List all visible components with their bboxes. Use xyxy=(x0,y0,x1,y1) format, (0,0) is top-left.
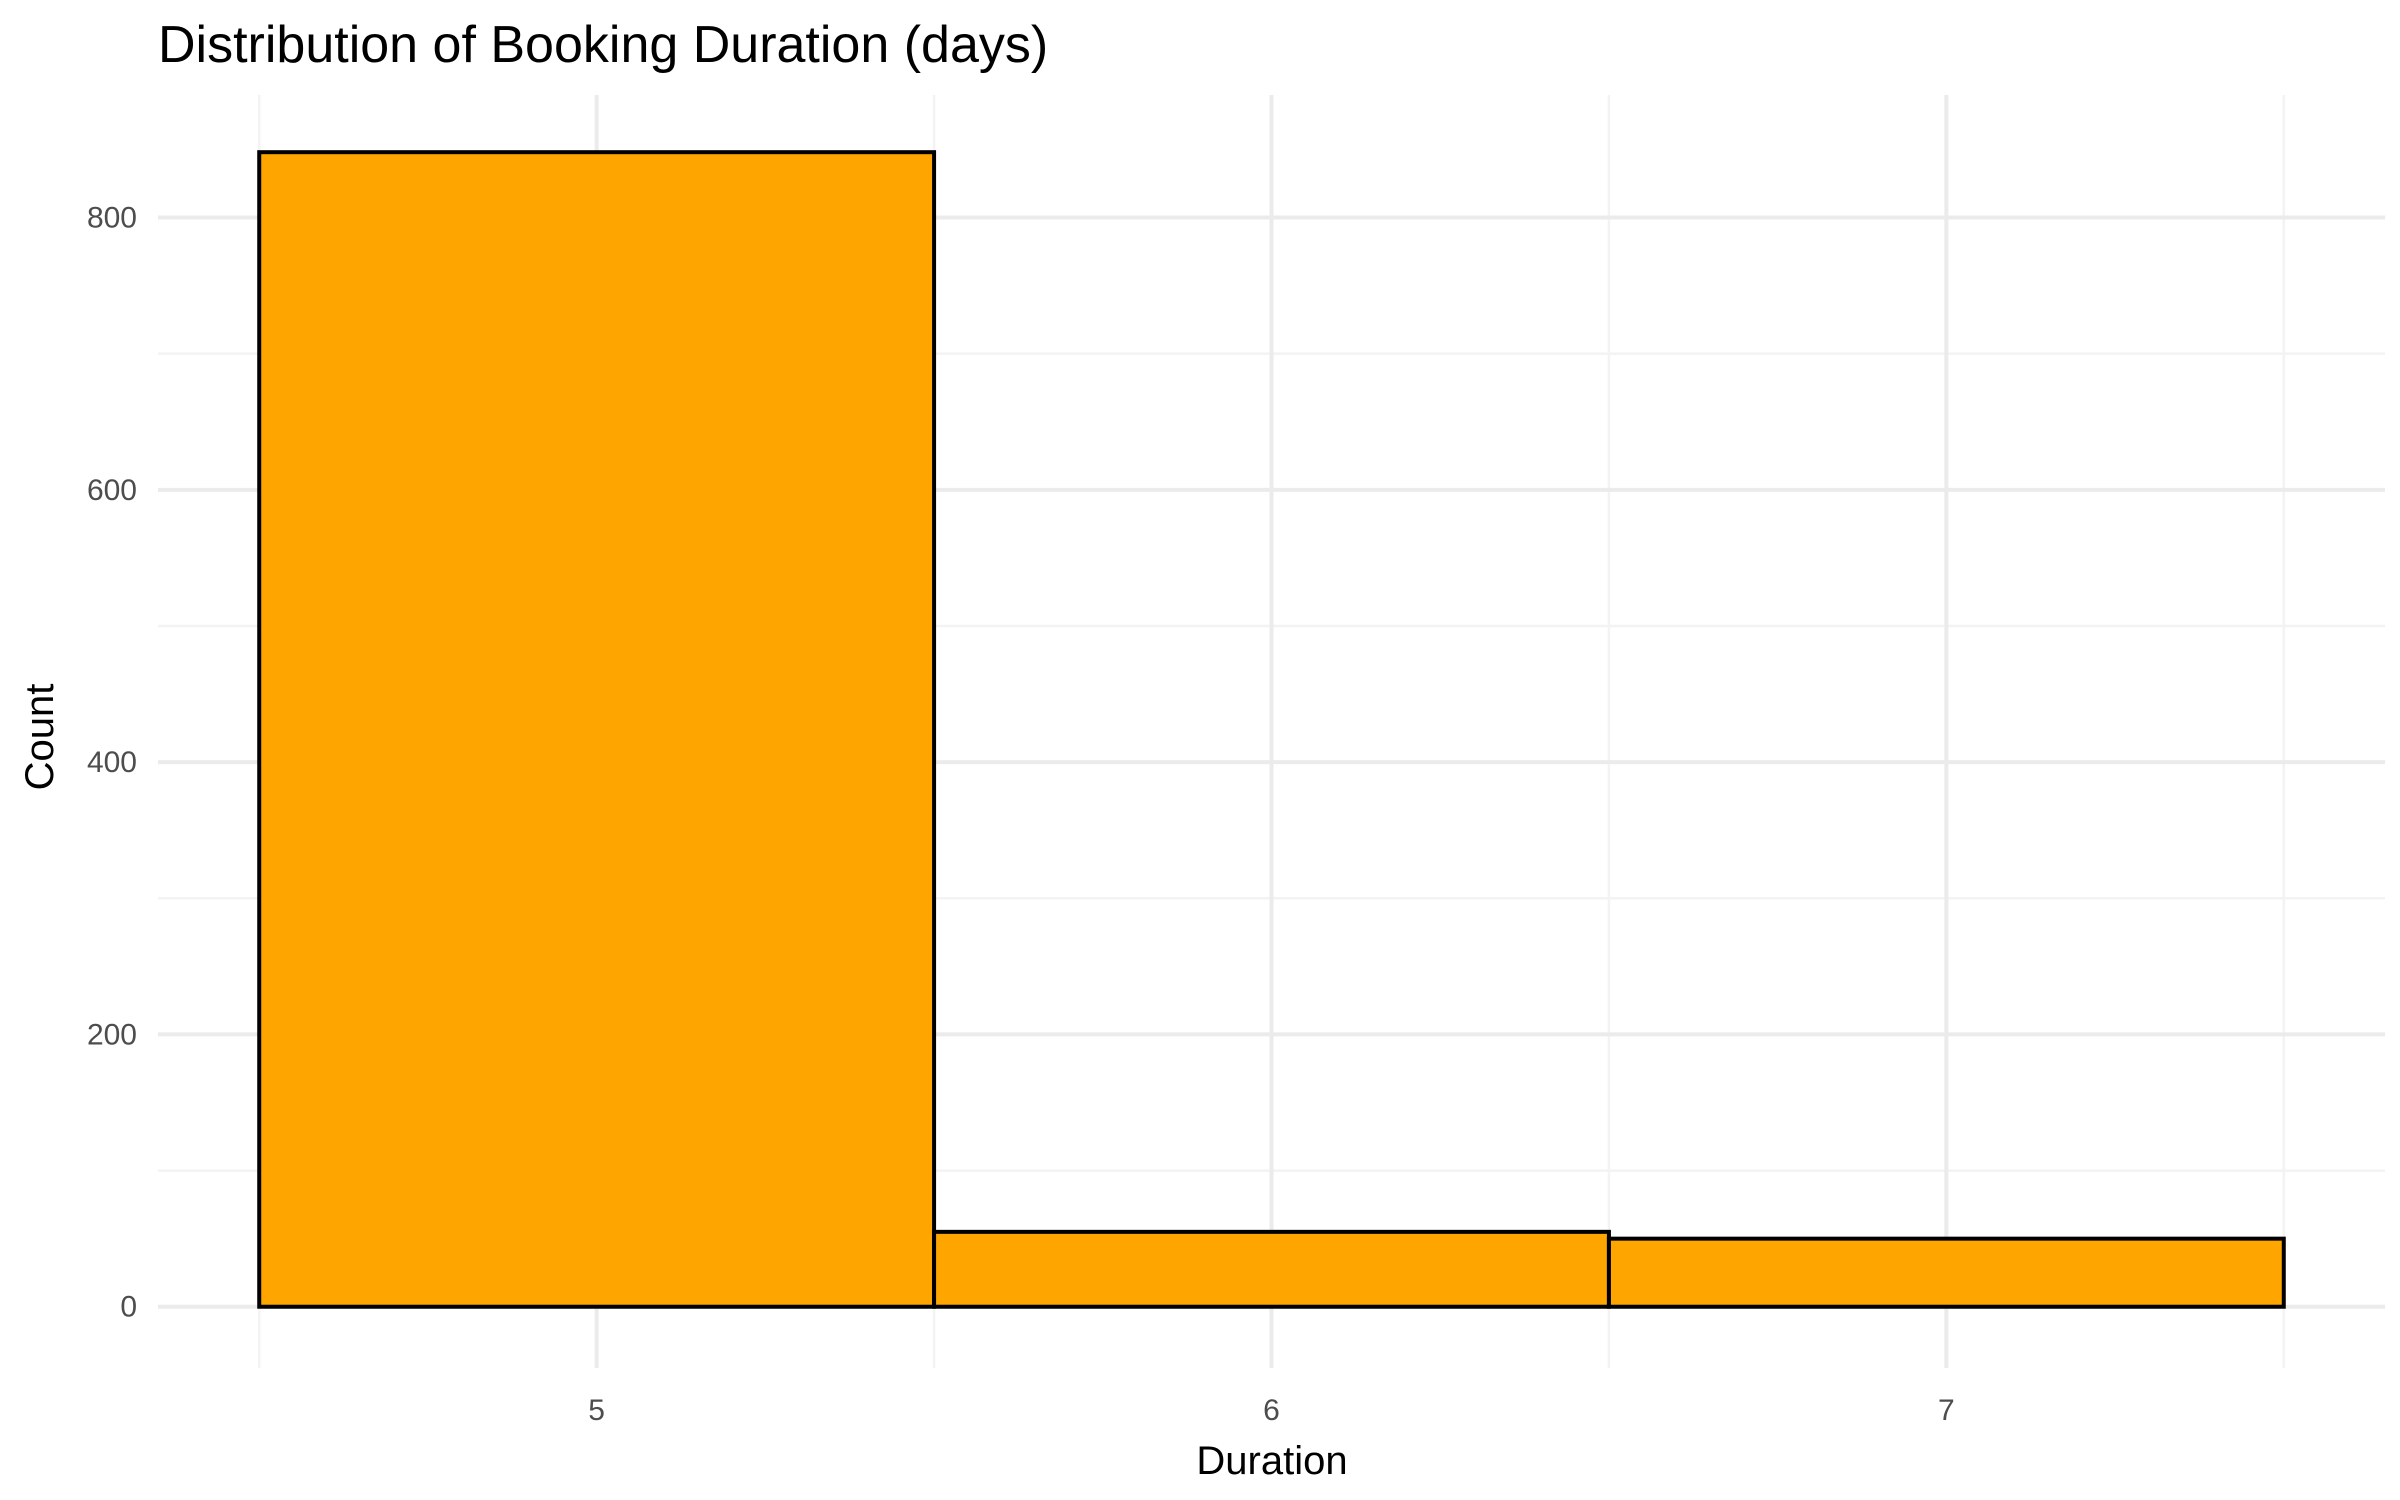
bar-6 xyxy=(932,1229,1611,1309)
x-tick-label: 7 xyxy=(1938,1394,1955,1427)
x-tick-label: 6 xyxy=(1263,1394,1280,1427)
y-tick-label: 800 xyxy=(87,202,137,235)
y-tick-label: 600 xyxy=(87,474,137,507)
y-tick-label: 200 xyxy=(87,1018,137,1051)
bar-7 xyxy=(1606,1236,2286,1309)
bars xyxy=(257,150,2286,1309)
x-tick-label: 5 xyxy=(588,1394,605,1427)
bar-5 xyxy=(257,150,937,1309)
x-axis-ticks: 5 6 7 xyxy=(588,1394,1954,1427)
chart-title: Distribution of Booking Duration (days) xyxy=(158,16,1048,74)
y-tick-label: 0 xyxy=(120,1291,137,1324)
y-axis-ticks: 0 200 400 600 800 xyxy=(87,202,137,1324)
x-axis-title: Duration xyxy=(1196,1439,1347,1483)
y-axis-title: Count xyxy=(18,684,62,791)
y-tick-label: 400 xyxy=(87,746,137,779)
